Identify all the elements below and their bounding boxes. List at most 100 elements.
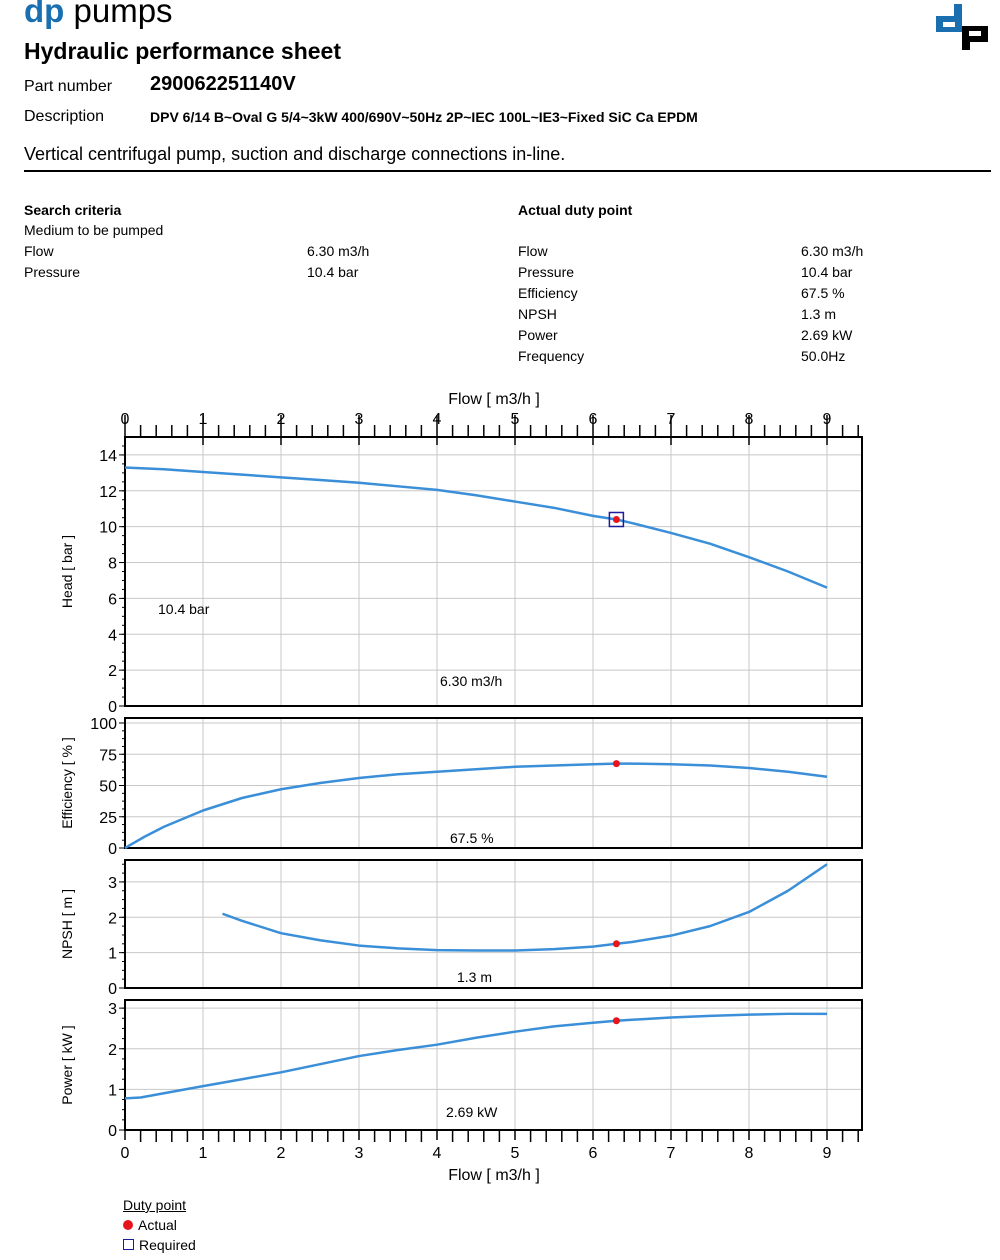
x-tick-label: 9 (823, 411, 832, 428)
head-y-tick-label: 14 (99, 448, 117, 465)
part-number-label: Part number (24, 78, 113, 95)
duty-efficiency-label: Efficiency (518, 285, 578, 301)
x-tick-label: 2 (277, 1145, 286, 1162)
x-tick-label: 1 (199, 411, 208, 428)
duty-flow-label: Flow (518, 243, 548, 259)
x-tick-label: 8 (745, 411, 754, 428)
power-y-tick-label: 2 (108, 1042, 117, 1059)
search-flow-value: 6.30 m3/h (307, 243, 370, 259)
x-tick-label: 1 (199, 1145, 208, 1162)
efficiency-y-tick-label: 50 (99, 779, 117, 796)
head-plot-area (125, 437, 862, 706)
duty-npsh-label: NPSH (518, 306, 557, 322)
x-tick-label: 5 (511, 411, 520, 428)
npsh-y-tick-label: 3 (108, 875, 117, 892)
head-curve (124, 466, 828, 589)
npsh-y-tick-label: 2 (108, 910, 117, 927)
efficiency-y-axis-label: Efficiency [ % ] (59, 737, 75, 829)
duty-power-label: Power (518, 327, 558, 343)
x-tick-label: 6 (589, 1145, 598, 1162)
head-annotation: 6.30 m3/h (440, 673, 502, 689)
npsh-y-axis-label: NPSH [ m ] (59, 889, 75, 959)
required-marker-icon (123, 1239, 134, 1250)
power-y-tick-label: 0 (108, 1123, 117, 1140)
actual-marker-icon (123, 1220, 133, 1230)
x-axis-title: Flow [ m3/h ] (448, 1167, 540, 1184)
x-tick-label: 7 (667, 1145, 676, 1162)
power-y-axis-label: Power [ kW ] (59, 1025, 75, 1104)
part-number-value: 290062251140V (150, 73, 296, 95)
x-axis-title: Flow [ m3/h ] (448, 391, 540, 408)
head-y-tick-label: 12 (99, 484, 117, 501)
head-y-tick-label: 4 (108, 627, 117, 644)
power-plot-area (125, 1000, 862, 1130)
x-tick-label: 2 (277, 411, 286, 428)
power-annotation: 2.69 kW (446, 1104, 498, 1120)
efficiency-y-tick-label: 25 (99, 810, 117, 827)
power-y-tick-label: 3 (108, 1001, 117, 1018)
head-y-tick-label: 0 (108, 699, 117, 716)
npsh-y-tick-label: 0 (108, 981, 117, 998)
duty-flow-value: 6.30 m3/h (801, 243, 864, 259)
power-curve (124, 1012, 827, 1100)
duty-pressure-value: 10.4 bar (801, 264, 853, 280)
efficiency-plot-area (125, 718, 862, 848)
x-tick-label: 4 (433, 1145, 442, 1162)
search-flow-label: Flow (24, 243, 54, 259)
search-criteria-heading: Search criteria (24, 202, 122, 218)
dp-logo (936, 4, 988, 50)
actual-duty-point (612, 760, 620, 768)
duty-efficiency-value: 67.5 % (801, 285, 845, 301)
legend-required: Required (139, 1237, 196, 1253)
page-title: Hydraulic performance sheet (24, 38, 342, 64)
npsh-annotation: 1.3 m (457, 969, 492, 985)
efficiency-plot-frame (124, 717, 863, 849)
search-pressure-value: 10.4 bar (307, 264, 359, 280)
x-tick-label: 3 (355, 411, 364, 428)
npsh-plot-frame (124, 859, 863, 989)
duty-point-heading: Actual duty point (518, 202, 633, 218)
actual-duty-point (612, 1017, 620, 1025)
npsh-curve (222, 863, 828, 952)
duty-npsh-value: 1.3 m (801, 306, 837, 322)
efficiency-curve (124, 762, 828, 850)
head-y-axis-label: Head [ bar ] (59, 535, 75, 608)
medium-label: Medium to be pumped (24, 222, 164, 238)
head-y-tick-label: 8 (108, 556, 117, 573)
duty-pressure-label: Pressure (518, 264, 575, 280)
power-y-tick-label: 1 (108, 1082, 117, 1099)
x-tick-label: 3 (355, 1145, 364, 1162)
description-value: DPV 6/14 B~Oval G 5/4~3kW 400/690V~50Hz … (150, 109, 698, 125)
x-tick-label: 8 (745, 1145, 754, 1162)
x-tick-label: 0 (121, 411, 130, 428)
actual-duty-point (612, 940, 620, 948)
head-y-tick-label: 10 (99, 520, 117, 537)
head-annotation: 10.4 bar (158, 601, 210, 617)
efficiency-y-tick-label: 100 (90, 716, 117, 733)
legend-title: Duty point (123, 1197, 187, 1213)
x-tick-label: 6 (589, 411, 598, 428)
required-duty-point (608, 511, 625, 528)
x-tick-label: 4 (433, 411, 442, 428)
efficiency-y-tick-label: 75 (99, 747, 117, 764)
brand-wordmark: dp pumps (24, 0, 173, 29)
duty-power-value: 2.69 kW (801, 327, 853, 343)
divider (24, 170, 991, 172)
legend: Duty point Actual Required (123, 1197, 196, 1253)
duty-frequency-value: 50.0Hz (801, 348, 846, 364)
duty-frequency-label: Frequency (518, 348, 585, 364)
x-tick-label: 0 (121, 1145, 130, 1162)
efficiency-annotation: 67.5 % (450, 830, 494, 846)
subtitle: Vertical centrifugal pump, suction and d… (24, 144, 566, 164)
legend-actual: Actual (138, 1217, 177, 1233)
actual-duty-point (612, 515, 620, 523)
npsh-y-tick-label: 1 (108, 946, 117, 963)
description-label: Description (24, 108, 105, 125)
head-y-tick-label: 2 (108, 663, 117, 680)
x-tick-label: 9 (823, 1145, 832, 1162)
search-pressure-label: Pressure (24, 264, 81, 280)
npsh-plot-area (125, 860, 862, 988)
x-tick-label: 7 (667, 411, 676, 428)
x-tick-label: 5 (511, 1145, 520, 1162)
